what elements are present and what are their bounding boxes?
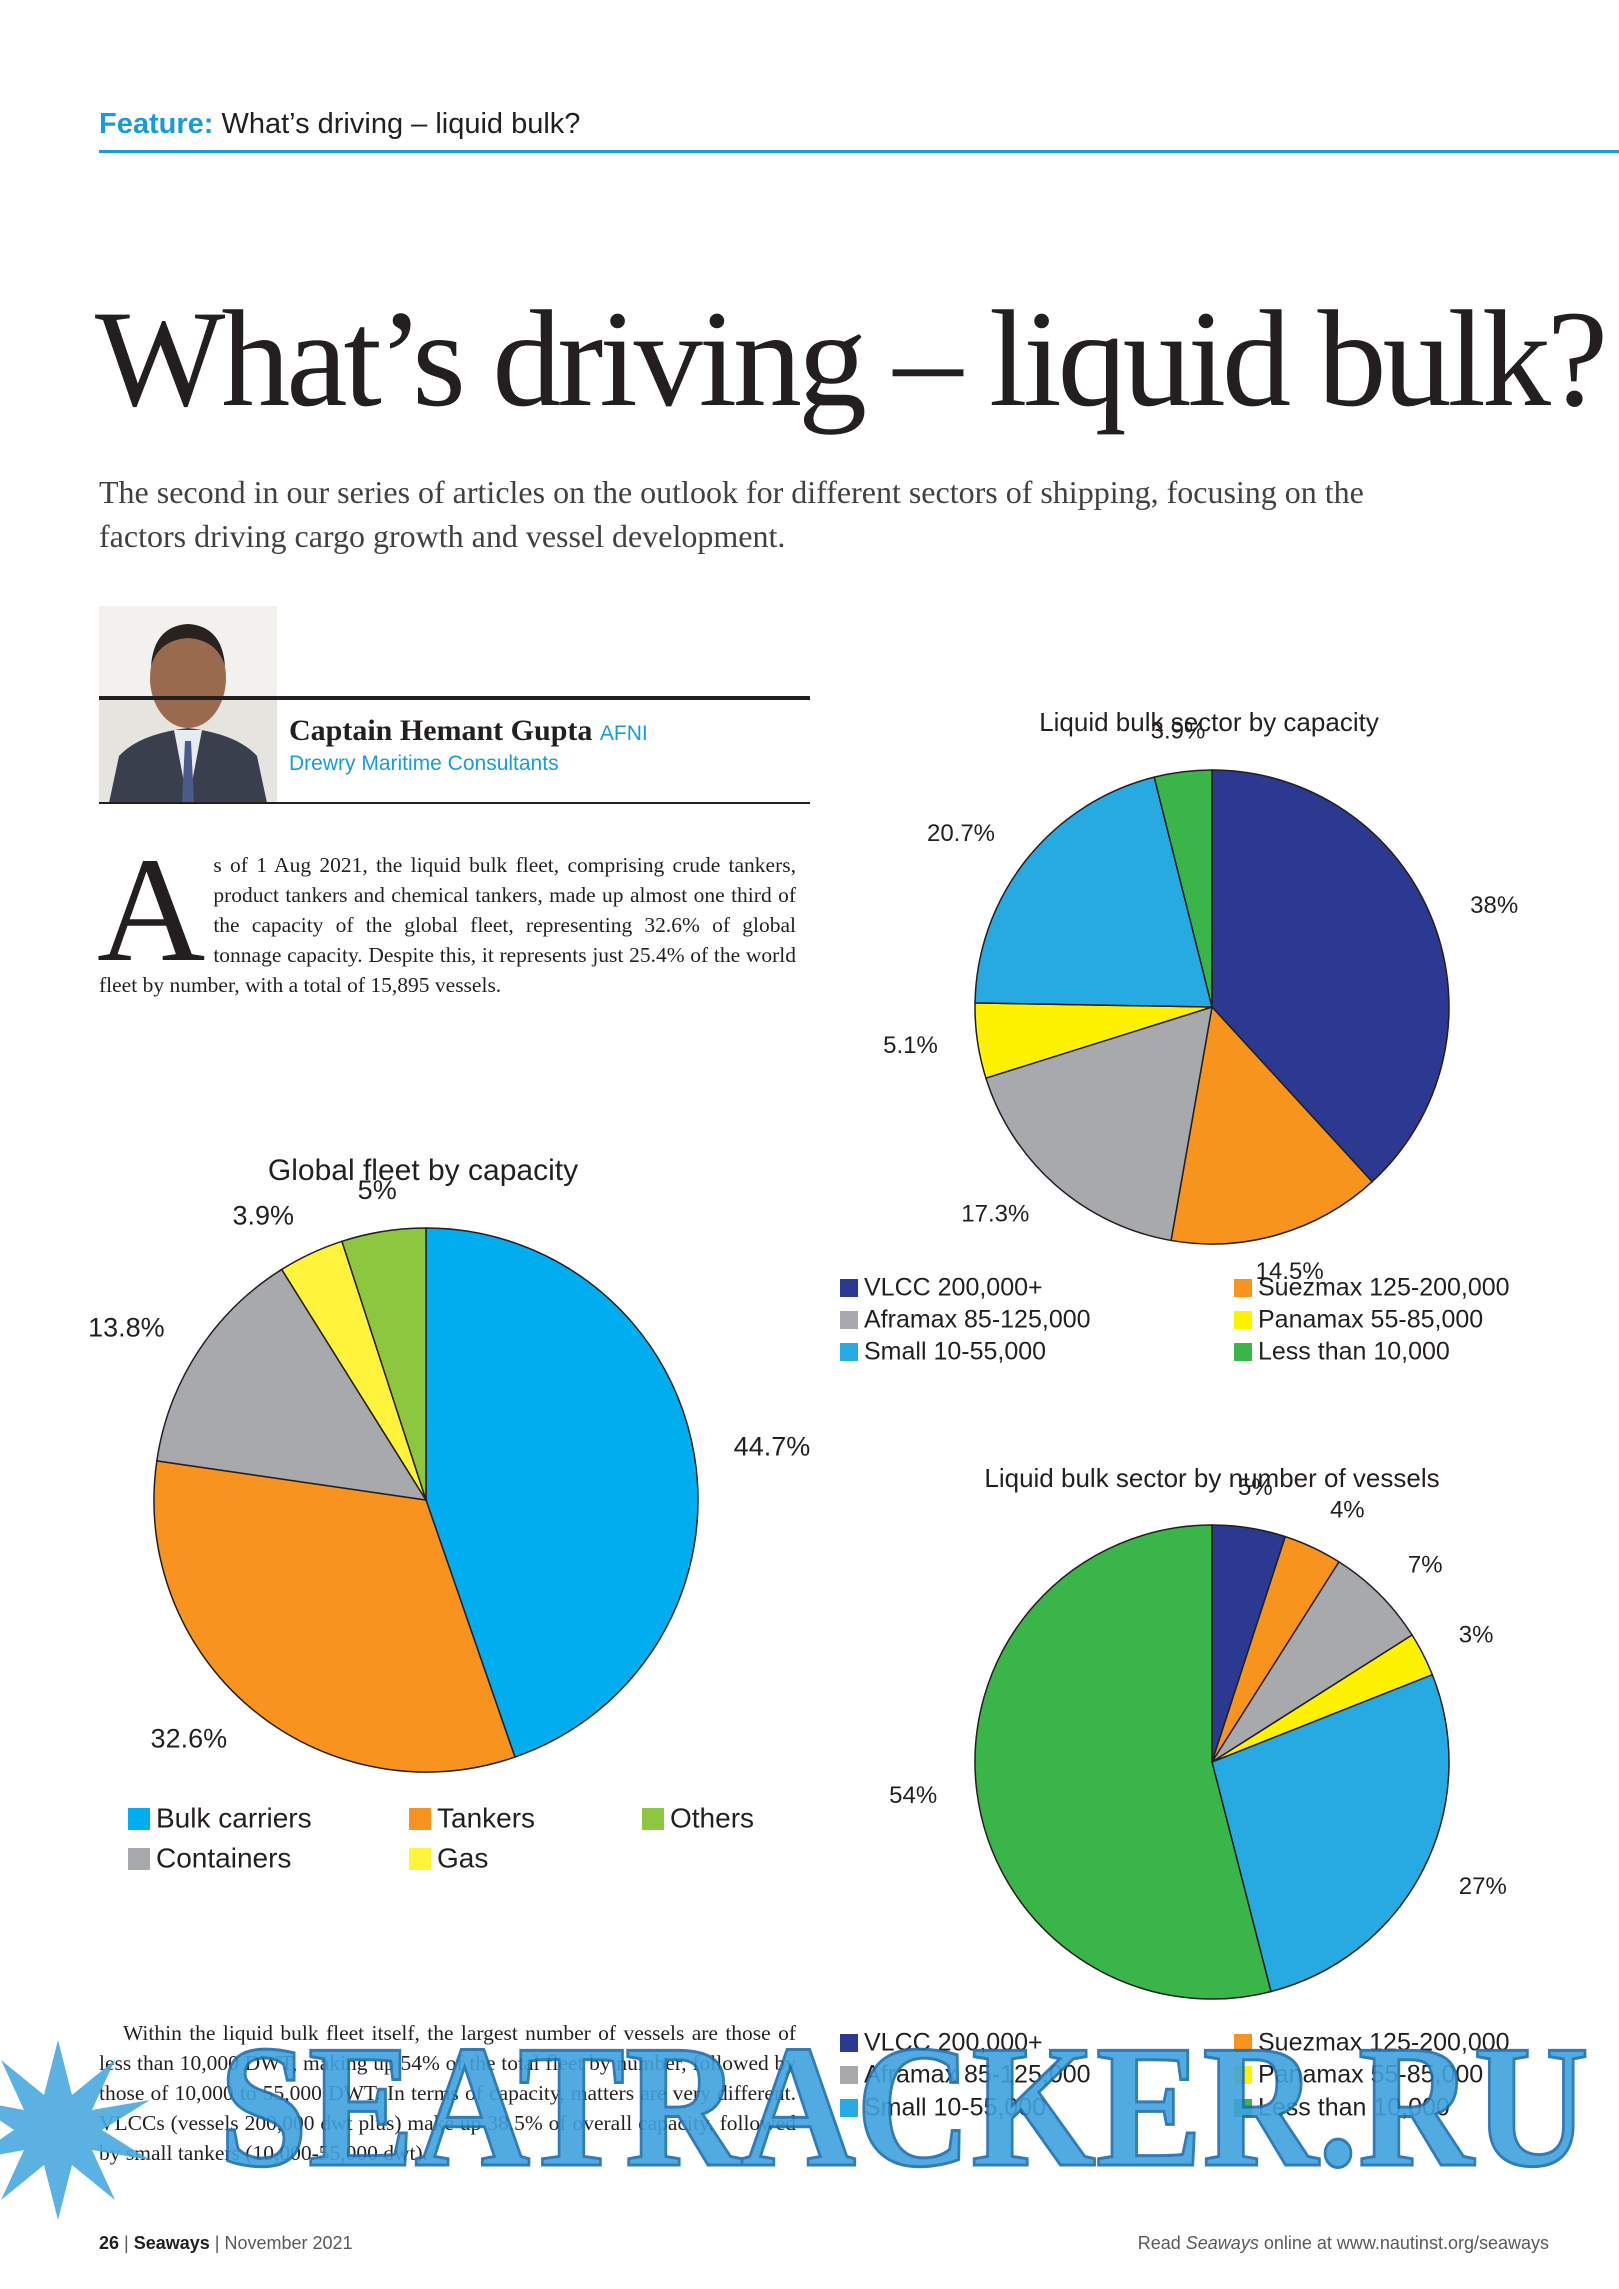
watermark-burst bbox=[0, 2040, 150, 2220]
pie-slice bbox=[974, 776, 1213, 1008]
legend-label: Bulk carriers bbox=[156, 1802, 312, 1833]
page-number: 26 bbox=[99, 2233, 120, 2253]
pie-slice bbox=[1211, 1673, 1450, 1993]
running-header: Feature: What’s driving – liquid bulk? bbox=[99, 108, 580, 141]
legend-swatch bbox=[840, 1311, 858, 1329]
author-rule bbox=[99, 802, 810, 804]
author-rule bbox=[99, 696, 810, 700]
legend-swatch bbox=[1234, 2066, 1252, 2084]
drop-cap: A bbox=[97, 827, 206, 993]
chart-title: Liquid bulk sector by number of vessels bbox=[984, 1463, 1439, 1493]
legend-label: Others bbox=[670, 1802, 754, 1833]
author-name-text: Captain Hemant Gupta bbox=[289, 714, 593, 747]
pie-slice bbox=[1170, 1005, 1374, 1245]
data-label: 14.5% bbox=[1256, 1258, 1324, 1285]
pie-slice bbox=[155, 1268, 428, 1501]
legend-label: Suezmax 125-200,000 bbox=[1258, 2029, 1510, 2057]
header-rule bbox=[99, 150, 1619, 153]
data-label: 4% bbox=[1330, 1497, 1365, 1524]
legend-swatch bbox=[840, 2034, 858, 2052]
legend-label: Suezmax 125-200,000 bbox=[1258, 1274, 1510, 1302]
data-label: 54% bbox=[889, 1782, 937, 1809]
chart-title: Global fleet by capacity bbox=[268, 1154, 578, 1187]
legend-label: Gas bbox=[437, 1842, 488, 1873]
pie-slice bbox=[984, 1005, 1213, 1242]
author-organisation: Drewry Maritime Consultants bbox=[289, 752, 559, 775]
legend-label: VLCC 200,000+ bbox=[864, 2029, 1043, 2057]
legend-swatch bbox=[1234, 2034, 1252, 2052]
legend-swatch bbox=[1234, 1279, 1252, 1297]
legend-swatch bbox=[128, 1848, 150, 1870]
data-label: 27% bbox=[1459, 1873, 1507, 1900]
legend-swatch bbox=[840, 1279, 858, 1297]
data-label: 5% bbox=[1238, 1474, 1273, 1501]
data-label: 17.3% bbox=[961, 1201, 1029, 1228]
legend-swatch bbox=[642, 1808, 664, 1830]
legend-label: Tankers bbox=[437, 1802, 535, 1833]
footer-magazine: Seaways bbox=[1185, 2233, 1259, 2253]
legend-swatch bbox=[128, 1808, 150, 1830]
legend-label: VLCC 200,000+ bbox=[864, 1274, 1043, 1302]
standfirst: The second in our series of articles on … bbox=[99, 474, 1364, 554]
legend-swatch bbox=[840, 2066, 858, 2084]
legend-label: Less than 10,000 bbox=[1258, 1338, 1450, 1366]
chart: Global fleet by capacity 44.7% Bulk carrie… bbox=[88, 1154, 810, 1873]
pie-slice bbox=[1211, 1560, 1414, 1763]
author-name: Captain Hemant Gupta AFNI bbox=[289, 714, 648, 748]
data-label: 38% bbox=[1470, 892, 1518, 919]
author-photo bbox=[99, 606, 277, 803]
legend-label: Aframax 85-125,000 bbox=[864, 2061, 1091, 2089]
data-label: 5.1% bbox=[883, 1032, 938, 1059]
legend-label: Small 10-55,000 bbox=[864, 1338, 1046, 1366]
legend-label: Aframax 85-125,000 bbox=[864, 1306, 1091, 1334]
legend-swatch bbox=[409, 1848, 431, 1870]
legend-swatch bbox=[1234, 1343, 1252, 1361]
watermark: SEATRACKER.RU bbox=[0, 2008, 1591, 2220]
data-label: 13.8% bbox=[88, 1313, 165, 1343]
pie-slice bbox=[974, 1524, 1272, 2000]
legend-swatch bbox=[840, 1343, 858, 1361]
author-suffix: AFNI bbox=[599, 722, 648, 745]
data-label: 3.9% bbox=[232, 1200, 294, 1230]
data-label: 32.6% bbox=[151, 1724, 228, 1754]
header-label: Feature: bbox=[99, 108, 214, 140]
paragraph-text: s of 1 Aug 2021, the liquid bulk fleet, … bbox=[99, 853, 796, 997]
legend-swatch bbox=[840, 2099, 858, 2117]
legend-swatch bbox=[409, 1808, 431, 1830]
data-label: 7% bbox=[1408, 1551, 1443, 1578]
footer-read: Read bbox=[1137, 2233, 1181, 2253]
pie-slice bbox=[153, 1459, 516, 1773]
data-label: 44.7% bbox=[734, 1431, 811, 1461]
footer-right: Read Seaways online at www.nautinst.org/… bbox=[1138, 2233, 1549, 2254]
legend-label: Panamax 55-85,000 bbox=[1258, 1306, 1483, 1334]
chart: Liquid bulk sector by capacity 38% VLCC 20… bbox=[840, 707, 1518, 1366]
body-paragraph: Within the liquid bulk fleet itself, the… bbox=[99, 2021, 796, 2165]
pie-slice bbox=[1211, 769, 1450, 1183]
pie-slice bbox=[425, 1227, 699, 1759]
legend-label: Panamax 55-85,000 bbox=[1258, 2061, 1483, 2089]
footer-left: 26 | Seaways | November 2021 bbox=[99, 2233, 353, 2253]
legend-swatch bbox=[1234, 2099, 1252, 2117]
data-label: 3% bbox=[1459, 1622, 1494, 1649]
chart: Liquid bulk sector by number of vessels5… bbox=[840, 1463, 1510, 2122]
pie-slice bbox=[341, 1227, 427, 1501]
data-label: 5% bbox=[358, 1175, 397, 1205]
legend-label: Containers bbox=[156, 1842, 291, 1873]
legend-swatch bbox=[1234, 1311, 1252, 1329]
watermark-text: SEATRACKER.RU bbox=[219, 2009, 1589, 2203]
pie-slice bbox=[1153, 769, 1213, 1008]
data-label: 20.7% bbox=[927, 820, 995, 847]
footer-url: online at www.nautinst.org/seaways bbox=[1263, 2233, 1549, 2253]
header-title: What’s driving – liquid bulk? bbox=[221, 108, 581, 140]
chart-title: Liquid bulk sector by capacity bbox=[1039, 707, 1379, 737]
issue-date: November 2021 bbox=[224, 2233, 353, 2253]
legend-label: Small 10-55,000 bbox=[864, 2094, 1046, 2122]
legend-label: Less than 10,000 bbox=[1258, 2094, 1450, 2122]
article-title: What’s driving – liquid bulk? bbox=[95, 282, 1608, 435]
magazine-name: Seaways bbox=[133, 2233, 210, 2253]
data-label: 3.9% bbox=[1151, 717, 1206, 744]
